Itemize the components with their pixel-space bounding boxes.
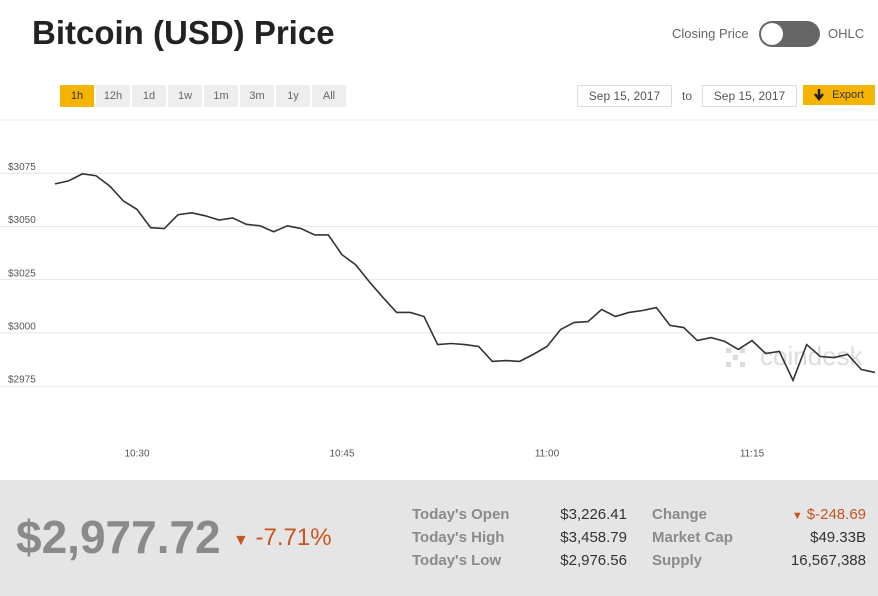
stat-value-text: $2,976.56 bbox=[560, 552, 627, 569]
stat-label: Today's Low bbox=[412, 552, 502, 569]
range-buttons: 1h 12h 1d 1w 1m 3m 1y All bbox=[60, 85, 346, 107]
stat-label: Supply bbox=[652, 552, 703, 569]
stat-label: Change bbox=[652, 506, 708, 523]
price-change: ▼ -7.71% bbox=[233, 524, 332, 551]
y-tick-label: $3000 bbox=[8, 322, 36, 333]
x-tick-label: 11:00 bbox=[535, 449, 560, 460]
export-icon bbox=[814, 89, 825, 101]
date-to[interactable]: Sep 15, 2017 bbox=[702, 85, 797, 107]
y-tick-label: $2975 bbox=[8, 375, 36, 386]
toggle-knob bbox=[761, 23, 783, 45]
stat-value: ▼ $-248.69 bbox=[792, 506, 866, 523]
change-arrow: ▼ bbox=[791, 510, 803, 522]
stat-value-text: 16,567,388 bbox=[790, 552, 866, 569]
stat-value-text: $-248.69 bbox=[806, 506, 866, 523]
stat-value-text: $3,226.41 bbox=[560, 506, 627, 523]
x-tick-label: 11:15 bbox=[740, 449, 765, 460]
stat-value: $3,458.79 bbox=[560, 529, 627, 546]
x-tick-label: 10:45 bbox=[329, 449, 354, 460]
range-button[interactable]: 12h bbox=[96, 85, 130, 107]
toggle-label: OHLC bbox=[828, 26, 865, 41]
y-tick-label: $3075 bbox=[8, 162, 36, 173]
watermark: coindesk bbox=[726, 341, 864, 371]
range-button[interactable]: 1m bbox=[204, 85, 238, 107]
export-label: Export bbox=[832, 89, 864, 101]
current-price: $2,977.72 bbox=[16, 511, 221, 563]
page-title: Bitcoin (USD) Price bbox=[32, 14, 335, 51]
summary-panel: $2,977.72 ▼ -7.71% Today's Open $3,226.41… bbox=[0, 480, 878, 596]
stat-value: $2,976.56 bbox=[560, 552, 627, 569]
stat-label: Today's High bbox=[412, 529, 505, 546]
export-button[interactable]: Export bbox=[803, 85, 875, 105]
chart: coindesk $2975 $3000 $3025 $3050 $3075 10:30 1… bbox=[0, 119, 878, 460]
y-tick-label: $3050 bbox=[8, 215, 36, 226]
stat-value: $3,226.41 bbox=[560, 506, 627, 523]
toggle-label: Closing Price bbox=[672, 26, 749, 41]
range-button[interactable]: All bbox=[312, 85, 346, 107]
price-change-text: -7.71% bbox=[255, 524, 332, 551]
toggle-switch[interactable] bbox=[759, 21, 820, 47]
date-from[interactable]: Sep 15, 2017 bbox=[577, 85, 672, 107]
stat-label: Market Cap bbox=[652, 529, 733, 546]
stat-value-text: $3,458.79 bbox=[560, 529, 627, 546]
watermark-text: coindesk bbox=[760, 341, 864, 371]
stat-value: 16,567,388 bbox=[791, 552, 866, 569]
range-button[interactable]: 1w bbox=[168, 85, 202, 107]
range-button[interactable]: 1d bbox=[132, 85, 166, 107]
stat-value: $49.33B bbox=[810, 529, 866, 546]
date-separator: to bbox=[682, 89, 693, 103]
range-button[interactable]: 1y bbox=[276, 85, 310, 107]
range-button[interactable]: 1h bbox=[60, 85, 94, 107]
x-tick-label: 10:30 bbox=[124, 449, 149, 460]
stat-value-text: $49.33B bbox=[810, 529, 866, 546]
range-button[interactable]: 3m bbox=[240, 85, 274, 107]
price-line bbox=[54, 173, 876, 383]
y-tick-label: $3025 bbox=[8, 268, 36, 279]
stat-label: Today's Open bbox=[412, 506, 510, 523]
